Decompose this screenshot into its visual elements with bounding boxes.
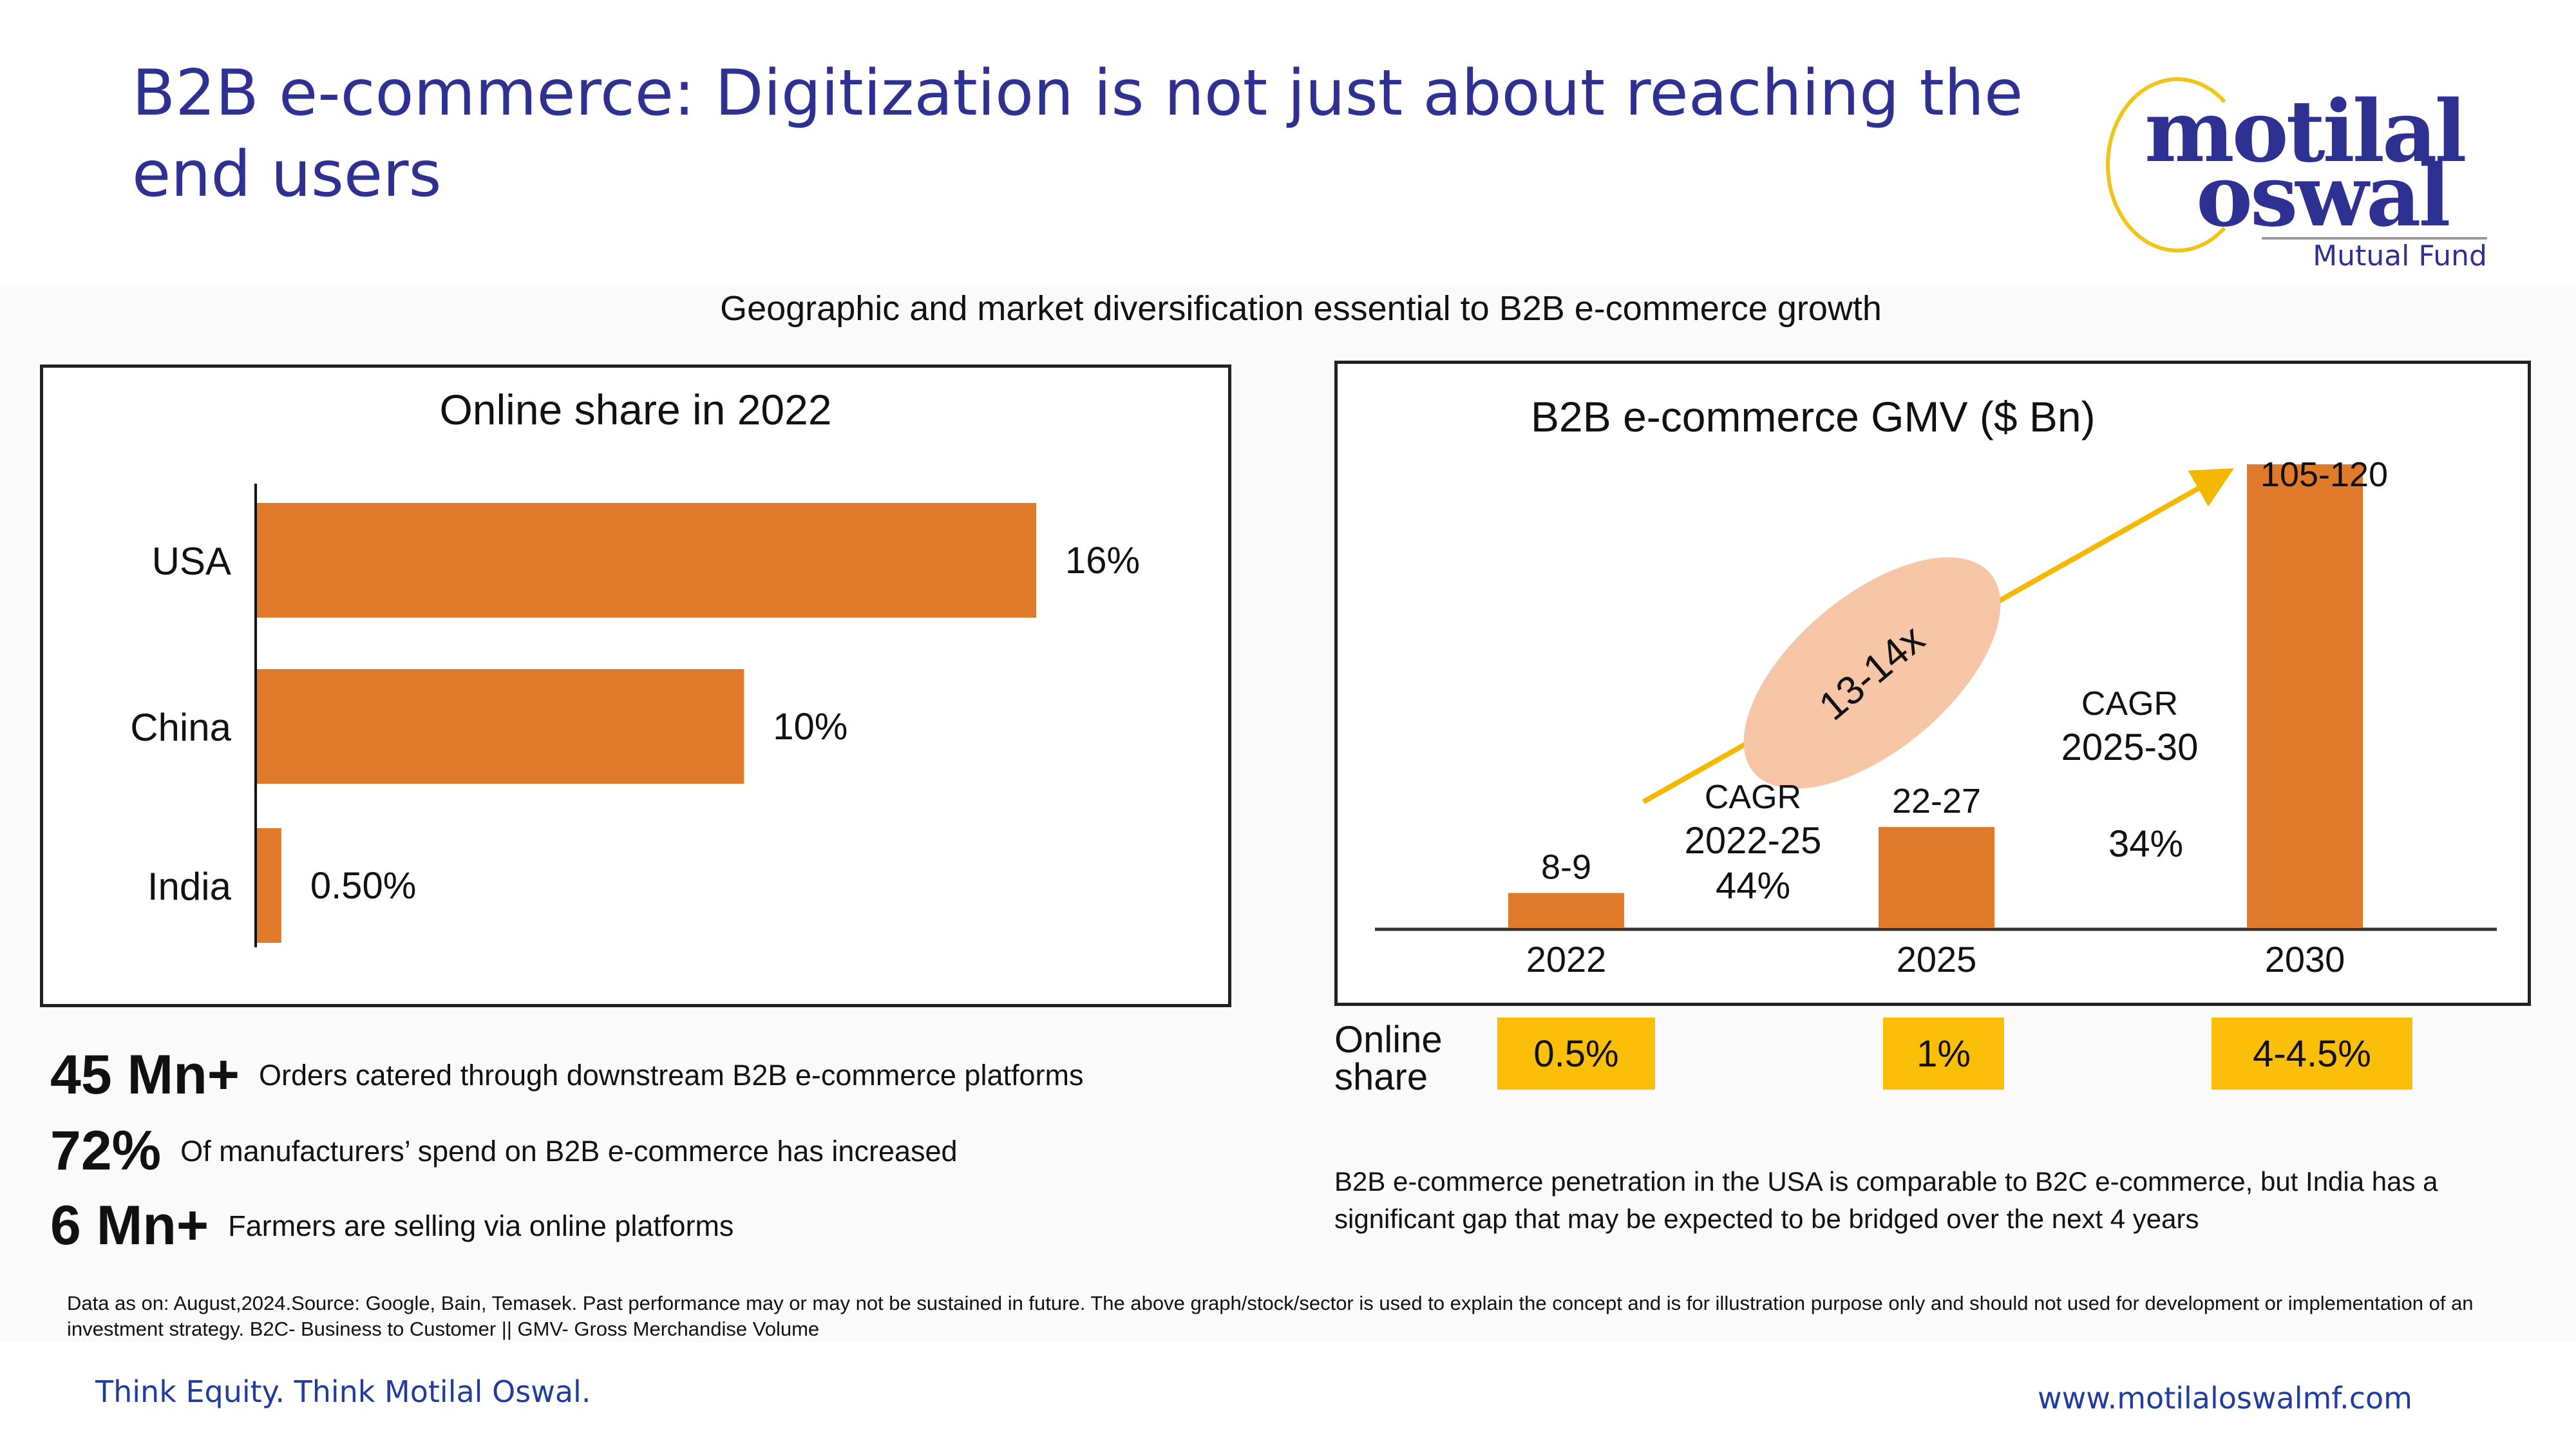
- bar-india: [257, 828, 281, 943]
- chart-title: B2B e-commerce GMV ($ Bn): [1531, 393, 2096, 440]
- online-share-2022: 0.5%: [1497, 1018, 1655, 1090]
- bar-usa: [257, 503, 1036, 618]
- cagr-value-2: 34%: [2108, 823, 2183, 865]
- x-tick-label: 2022: [1526, 939, 1607, 980]
- stat-description: Of manufacturers’ spend on B2B e-commerc…: [180, 1134, 958, 1168]
- category-label: USA: [152, 540, 231, 583]
- online-share-chart: Online share in 2022 USA 16% China 10% India…: [130, 386, 1140, 947]
- bar-2030: [2247, 464, 2363, 928]
- stat-item: 45 Mn+ Orders catered through downstream …: [50, 1043, 1083, 1107]
- value-label: 8-9: [1541, 848, 1591, 887]
- cagr-label-2: CAGR: [2081, 685, 2178, 723]
- x-tick-label: 2030: [2265, 939, 2345, 980]
- logo-text-motilal: motilal: [2145, 82, 2467, 182]
- footer-website-link[interactable]: www.motilaloswalmf.com: [2037, 1381, 2412, 1416]
- gmv-chart-panel: B2B e-commerce GMV ($ Bn) 13-14x 8-9 2022…: [1334, 361, 2531, 1006]
- online-share-2025: 1%: [1883, 1018, 2004, 1090]
- stat-item: 6 Mn+ Farmers are selling via online plat…: [50, 1194, 734, 1258]
- slide-title: B2B e-commerce: Digitization is not just…: [132, 57, 2023, 211]
- cagr-label-1: CAGR: [1705, 779, 1801, 816]
- cagr-period-2: 2025-30: [2061, 726, 2199, 768]
- stat-value: 45 Mn+: [50, 1044, 240, 1106]
- footer-tagline: Think Equity. Think Motilal Oswal.: [95, 1374, 591, 1409]
- x-tick-label: 2025: [1897, 939, 1977, 980]
- stat-description: Farmers are selling via online platforms: [228, 1209, 734, 1242]
- cagr-value-1: 44%: [1716, 865, 1790, 907]
- bar-china: [257, 669, 744, 784]
- cagr-period-1: 2022-25: [1685, 820, 1822, 862]
- stat-value: 72%: [50, 1120, 162, 1182]
- category-label: China: [130, 706, 231, 749]
- chart-title: Online share in 2022: [439, 386, 831, 433]
- logo-tagline: Mutual Fund: [2313, 240, 2487, 272]
- penetration-note: B2B e-commerce penetration in the USA is…: [1334, 1166, 2438, 1234]
- value-label: 10%: [773, 706, 848, 748]
- bar-2022: [1508, 893, 1624, 928]
- online-share-2030: 4-4.5%: [2211, 1018, 2412, 1090]
- online-share-label: Online share: [1334, 1019, 1443, 1098]
- logo-divider: [2262, 237, 2487, 240]
- growth-multiple-ellipse: [1743, 557, 2001, 789]
- logo-ring-icon: [2106, 77, 2249, 252]
- disclaimer: Data as on: August,2024.Source: Google, …: [67, 1292, 2474, 1340]
- bar-2025: [1879, 827, 1994, 928]
- category-label: India: [147, 865, 232, 908]
- motilal-oswal-logo: motilal oswal Mutual Fund: [2093, 71, 2492, 277]
- online-share-chart-panel: Online share in 2022 USA 16% China 10% India…: [40, 365, 1231, 1007]
- value-label: 22-27: [1892, 782, 1981, 820]
- logo-text-oswal: oswal: [2196, 146, 2451, 246]
- gmv-chart: B2B e-commerce GMV ($ Bn) 13-14x 8-92022…: [1375, 393, 2497, 980]
- stat-value: 6 Mn+: [50, 1195, 209, 1256]
- stat-item: 72% Of manufacturers’ spend on B2B e-comm…: [50, 1119, 958, 1183]
- stat-description: Orders catered through downstream B2B e-…: [258, 1058, 1084, 1092]
- value-label: 105-120: [2260, 455, 2388, 494]
- value-label: 0.50%: [310, 865, 416, 907]
- section-subtitle: Geographic and market diversification es…: [720, 289, 1882, 328]
- value-label: 16%: [1065, 540, 1140, 582]
- online-share-row: Online share 0.5% 1% 4-4.5%: [1334, 1018, 2531, 1101]
